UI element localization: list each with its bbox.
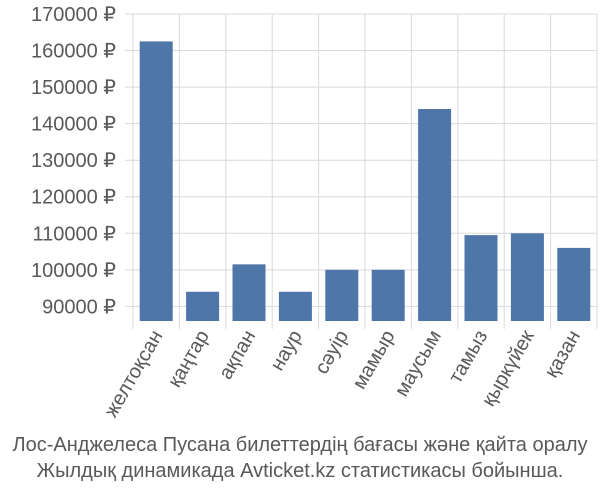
chart-caption-line-1: Лос-Анджелеса Пусана билеттердің бағасы …	[12, 434, 588, 456]
y-tick-label: 140000 ₽	[31, 114, 116, 136]
y-tick-label: 100000 ₽	[31, 260, 116, 282]
y-tick-label: 110000 ₽	[32, 223, 116, 245]
bar	[464, 235, 498, 321]
bar	[325, 269, 359, 321]
bar	[232, 264, 266, 321]
y-tick-label: 130000 ₽	[31, 150, 116, 172]
x-tick-label: қаңтар	[164, 327, 214, 392]
bar	[371, 269, 405, 321]
bar	[139, 41, 173, 322]
bar	[418, 109, 452, 322]
gridlines	[125, 13, 598, 329]
bars	[139, 41, 591, 322]
x-tick-label: қазан	[541, 327, 586, 382]
y-tick-label: 170000 ₽	[31, 4, 116, 26]
x-tick-label: наур	[266, 327, 306, 375]
y-axis-ticks: 90000 ₽ 100000 ₽ 110000 ₽ 120000 ₽ 130000 ₽ 1…	[31, 4, 116, 318]
chart-caption-line-2: Жылдық динамикада Avticket.kz статистика…	[36, 460, 564, 482]
x-tick-label: ақпан	[215, 327, 260, 384]
bar-chart: 90000 ₽ 100000 ₽ 110000 ₽ 120000 ₽ 130000 ₽ 1…	[31, 4, 598, 421]
bar	[278, 291, 312, 321]
bar	[557, 247, 591, 321]
x-tick-label: желтоқсан	[100, 327, 167, 422]
x-tick-label: тамыз	[445, 327, 493, 388]
x-tick-label: мамыр	[348, 327, 399, 394]
y-tick-label: 150000 ₽	[31, 77, 116, 99]
y-tick-label: 90000 ₽	[42, 296, 116, 318]
bar	[186, 291, 220, 321]
y-tick-label: 160000 ₽	[31, 41, 116, 63]
bar	[510, 233, 544, 321]
y-tick-label: 120000 ₽	[31, 187, 116, 209]
x-tick-label: сәуір	[311, 327, 353, 378]
